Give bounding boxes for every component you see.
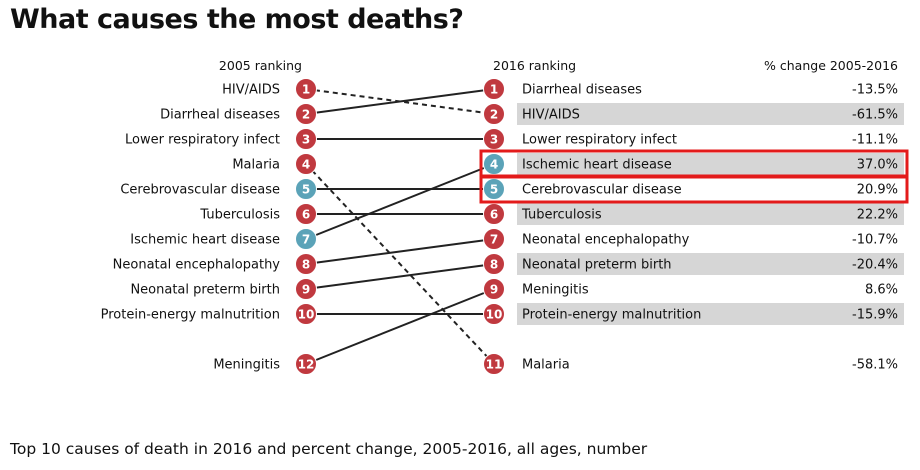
rank-circle-2005-7 <box>295 228 317 250</box>
rank-number-2016-2: 2 <box>490 108 498 122</box>
label-2016-cerebrovascular-disease: Cerebrovascular disease <box>522 183 682 198</box>
rank-circle-2005-4 <box>295 153 317 175</box>
rank-number-2005-5: 5 <box>302 183 310 197</box>
row-shading-layer <box>517 103 904 325</box>
percent-change-malaria: -58.1% <box>852 358 898 373</box>
rank-number-2005-12: 12 <box>298 358 315 372</box>
connector-neonatal-preterm-birth <box>305 263 495 290</box>
rank-number-2005-10: 10 <box>298 308 315 322</box>
left-column-2005: HIV/AIDS 1 Diarrheal diseases 2 Lower respir… <box>101 78 317 375</box>
rank-number-2016-5: 5 <box>490 183 498 197</box>
label-2016-ischemic-heart-disease: Ischemic heart disease <box>522 158 672 173</box>
label-2005-neonatal-encephalopathy: Neonatal encephalopathy <box>113 258 281 273</box>
row-shading-ischemic-heart-disease <box>517 153 904 175</box>
rank-number-2016-9: 9 <box>490 283 498 297</box>
rank-number-2005-1: 1 <box>302 83 310 97</box>
connector-neonatal-encephalopathy <box>305 238 495 265</box>
label-2016-protein-energy-malnutrition: Protein-energy malnutrition <box>522 308 701 323</box>
rank-circle-2005-6 <box>295 203 317 225</box>
label-2005-meningitis: Meningitis <box>213 358 280 373</box>
percent-change-cerebrovascular-disease: 20.9% <box>857 183 898 198</box>
label-2016-malaria: Malaria <box>522 358 570 373</box>
percent-change-diarrheal-diseases: -13.5% <box>852 83 898 98</box>
rank-circle-2016-9 <box>483 278 505 300</box>
connector-diarrheal-diseases <box>305 88 495 115</box>
connector-ischemic-heart-disease <box>305 163 495 240</box>
percent-change-lower-respiratory-infect: -11.1% <box>852 133 898 148</box>
rank-number-2016-1: 1 <box>490 83 498 97</box>
rank-number-2005-9: 9 <box>302 283 310 297</box>
rank-circle-2005-8 <box>295 253 317 275</box>
label-2005-diarrheal-diseases: Diarrheal diseases <box>160 108 280 123</box>
percent-change-neonatal-preterm-birth: -20.4% <box>852 258 898 273</box>
rank-number-2016-4: 4 <box>490 158 498 172</box>
label-2005-hiv-aids: HIV/AIDS <box>222 83 280 98</box>
rank-circle-2016-11 <box>483 353 505 375</box>
label-2016-lower-respiratory-infect: Lower respiratory infect <box>522 133 677 148</box>
connector-lines-layer <box>305 88 495 365</box>
percent-change-ischemic-heart-disease: 37.0% <box>857 158 898 173</box>
rank-circle-2005-3 <box>295 128 317 150</box>
rank-number-2016-10: 10 <box>486 308 503 322</box>
label-2005-neonatal-preterm-birth: Neonatal preterm birth <box>130 283 280 298</box>
highlight-box-layer <box>479 149 909 204</box>
label-2016-tuberculosis: Tuberculosis <box>521 208 602 223</box>
percent-change-meningitis: 8.6% <box>865 283 898 298</box>
row-shading-tuberculosis <box>517 203 904 225</box>
percent-change-protein-energy-malnutrition: -15.9% <box>852 308 898 323</box>
rank-circle-2016-8 <box>483 253 505 275</box>
rank-number-2016-11: 11 <box>486 358 503 372</box>
label-2005-protein-energy-malnutrition: Protein-energy malnutrition <box>101 308 280 323</box>
label-2016-neonatal-encephalopathy: Neonatal encephalopathy <box>522 233 690 248</box>
rank-circle-2005-10 <box>295 303 317 325</box>
label-2016-neonatal-preterm-birth: Neonatal preterm birth <box>522 258 672 273</box>
rank-number-2016-7: 7 <box>490 233 498 247</box>
chart-title: What causes the most deaths? <box>10 4 464 35</box>
label-2016-meningitis: Meningitis <box>522 283 589 298</box>
row-shading-neonatal-preterm-birth <box>517 253 904 275</box>
percent-change-hiv-aids: -61.5% <box>852 108 898 123</box>
row-shading-protein-energy-malnutrition <box>517 303 904 325</box>
percent-change-tuberculosis: 22.2% <box>857 208 898 223</box>
rank-circle-2005-9 <box>295 278 317 300</box>
rank-circle-2016-10 <box>483 303 505 325</box>
row-shading-hiv-aids <box>517 103 904 125</box>
chart-caption: Top 10 causes of death in 2016 and perce… <box>10 440 648 458</box>
rank-number-2005-6: 6 <box>302 208 310 222</box>
rank-circle-2005-5 <box>295 178 317 200</box>
rank-circle-2016-7 <box>483 228 505 250</box>
rank-number-2005-8: 8 <box>302 258 310 272</box>
header-2016-ranking: 2016 ranking <box>493 58 576 73</box>
connector-malaria <box>305 163 495 365</box>
label-2005-tuberculosis: Tuberculosis <box>199 208 280 223</box>
rank-circle-2005-12 <box>295 353 317 375</box>
connector-meningitis <box>305 288 495 365</box>
right-column-2016: 1 Diarrheal diseases -13.5% 2 HIV/AIDS -61.5%… <box>483 78 898 375</box>
rank-number-2016-3: 3 <box>490 133 498 147</box>
rank-circle-2016-1 <box>483 78 505 100</box>
label-2005-lower-respiratory-infect: Lower respiratory infect <box>125 133 280 148</box>
rank-circle-2005-1 <box>295 78 317 100</box>
label-2016-hiv-aids: HIV/AIDS <box>522 108 580 123</box>
label-2005-cerebrovascular-disease: Cerebrovascular disease <box>120 183 280 198</box>
column-headers: 2005 ranking 2016 ranking % change 2005-… <box>219 58 898 73</box>
label-2005-malaria: Malaria <box>232 158 280 173</box>
rank-circle-2016-2 <box>483 103 505 125</box>
rank-number-2005-7: 7 <box>302 233 310 247</box>
rank-circle-2005-2 <box>295 103 317 125</box>
header-percent-change: % change 2005-2016 <box>764 58 898 73</box>
header-2005-ranking: 2005 ranking <box>219 58 302 73</box>
label-2005-ischemic-heart-disease: Ischemic heart disease <box>130 233 280 248</box>
rank-number-2016-8: 8 <box>490 258 498 272</box>
percent-change-neonatal-encephalopathy: -10.7% <box>852 233 898 248</box>
rank-number-2016-6: 6 <box>490 208 498 222</box>
rank-number-2005-2: 2 <box>302 108 310 122</box>
highlight-box-cerebrovascular-disease <box>479 174 909 204</box>
rank-number-2005-3: 3 <box>302 133 310 147</box>
rank-number-2005-4: 4 <box>302 158 310 172</box>
label-2016-diarrheal-diseases: Diarrheal diseases <box>522 83 642 98</box>
